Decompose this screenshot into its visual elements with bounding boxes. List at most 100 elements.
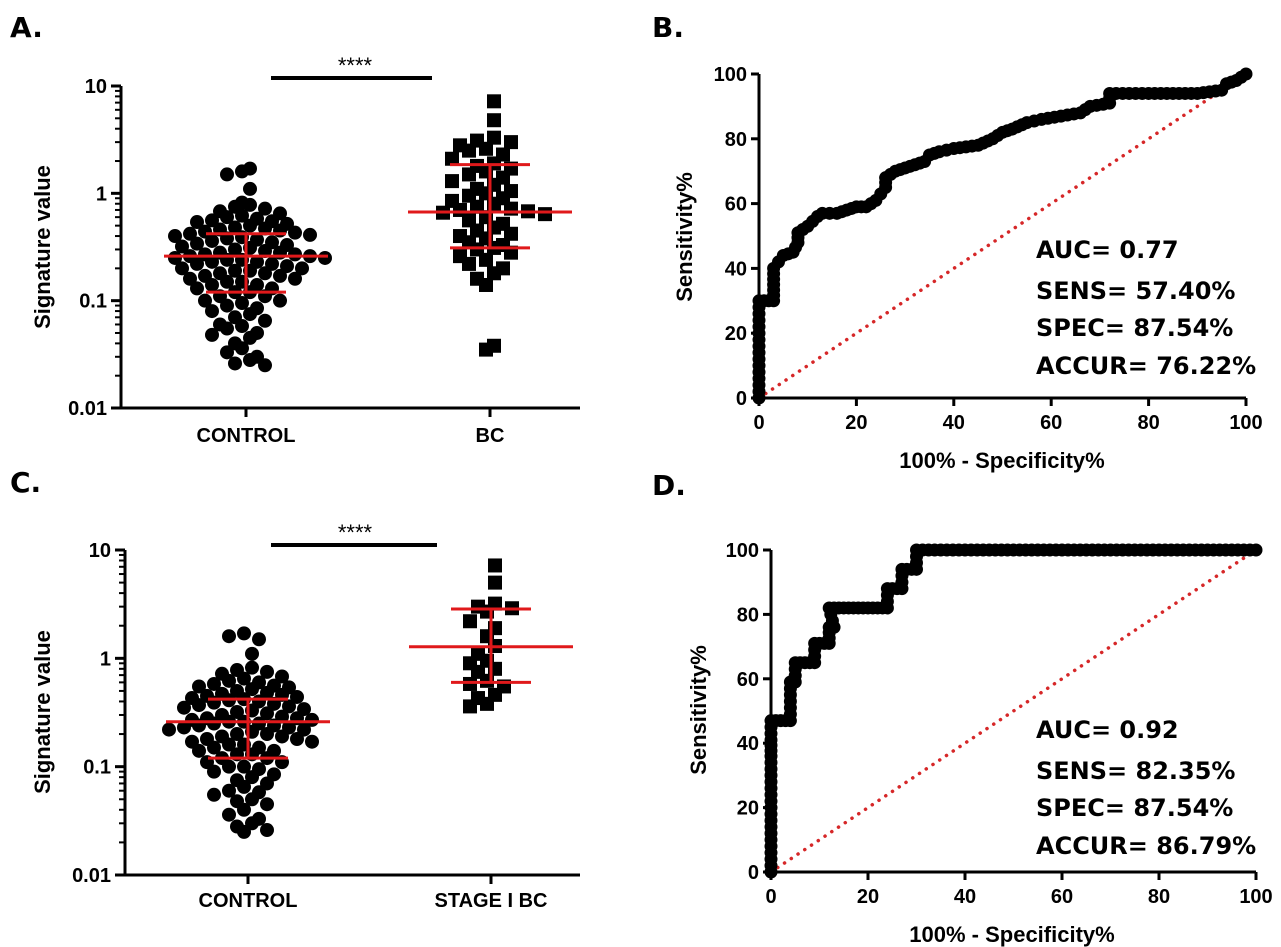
panel-a-point-control: [235, 208, 249, 223]
panel-a-plot: 0.01 0.1 1 10: [68, 76, 580, 420]
panel-c-ytick-label: 10: [89, 540, 111, 562]
panel-a-point-control: [228, 242, 242, 257]
panel-c-point-control: [260, 797, 274, 812]
panel-a-point-control: [190, 256, 204, 271]
panel-a-point-control: [273, 268, 287, 283]
panel-c-ytick-label: 0.1: [83, 757, 111, 779]
panel-b-plot: 0 20 40 60 80 100 0 20 40 60 80 100: [714, 64, 1263, 434]
panel-a-point-control: [205, 327, 219, 342]
panel-a-point-control: [220, 345, 234, 360]
panel-d-xtick-label: 0: [765, 886, 776, 908]
panel-c-point-control: [305, 712, 319, 727]
panel-a-point-control: [258, 221, 272, 236]
panel-c-category-stage-i-bc: STAGE I BC: [435, 890, 548, 912]
panel-a-point-control: [183, 271, 197, 286]
panel-a-point-bc: [487, 266, 501, 281]
panel-a-point-bc: [462, 256, 476, 271]
panel-d-ylabel: Sensitivity%: [686, 645, 711, 775]
panel-a-ytick-label: 10: [85, 76, 107, 98]
panel-a-point-control: [235, 319, 249, 334]
panel-a-point-control: [318, 250, 332, 265]
panel-c-point-control: [230, 704, 244, 719]
panel-c-point-control: [177, 720, 191, 735]
panel-c-plot: 0.01 0.1 1 10: [72, 540, 580, 887]
panel-a-point-bc: [487, 113, 501, 128]
panel-d-xtick-label: 80: [1148, 886, 1170, 908]
panel-c-point-control: [237, 824, 251, 839]
panel-a-point-bc: [479, 252, 493, 267]
panel-c-point-control: [282, 699, 296, 714]
panel-c-point-stage-i-bc: [463, 614, 477, 629]
panel-c-point-control: [207, 676, 221, 691]
panel-b-xtick-label: 80: [1137, 412, 1159, 434]
panel-d-plot: 0 20 40 60 80 100 0 20 40 60 80 100: [726, 540, 1273, 908]
panel-c-point-control: [305, 734, 319, 749]
panel-b-xtick-label: 0: [753, 412, 764, 434]
panel-a-point-control: [258, 266, 272, 281]
panel-a-point-control: [220, 274, 234, 289]
panel-d: D. 0 20 40 60 80 100 0 20 40 60 80 100 Sensitivity%…: [652, 469, 1273, 947]
panel-d-spec: SPEC= 87.54%: [1036, 794, 1233, 822]
panel-a-point-control: [175, 261, 189, 276]
panel-c-point-control: [245, 646, 259, 661]
panel-a-point-control: [205, 277, 219, 292]
panel-b-ytick-label: 60: [725, 194, 747, 216]
panel-c-point-control: [252, 632, 266, 647]
panel-c-point-control: [245, 792, 259, 807]
panel-a-point-control: [175, 239, 189, 254]
panel-d-sens: SENS= 82.35%: [1036, 757, 1235, 785]
panel-a-point-control: [243, 353, 257, 368]
panel-c-point-control: [222, 807, 236, 822]
panel-b: B. 0 20 40 60 80 100 0 20 40 60 80 100 Sensitivity%…: [652, 11, 1263, 473]
panel-a-category-bc: BC: [476, 425, 505, 447]
panel-a-label: A.: [10, 11, 43, 44]
panel-c-point-control: [245, 770, 259, 785]
panel-a-point-bc: [479, 342, 493, 357]
panel-c-point-control: [192, 679, 206, 694]
panel-a-point-bc: [504, 201, 518, 216]
panel-a-point-bc: [487, 94, 501, 109]
panel-c-label: C.: [10, 466, 41, 499]
panel-a-point-control: [190, 236, 204, 251]
panel-b-ytick-label: 100: [714, 64, 747, 86]
panel-c-point-control: [222, 783, 236, 798]
panel-a-point-control: [258, 313, 272, 328]
panel-a-point-control: [235, 296, 249, 311]
panel-a-point-control: [303, 227, 317, 242]
panel-a-point-control: [243, 307, 257, 322]
panel-b-xtick-label: 40: [943, 412, 965, 434]
panel-a-point-bc: [487, 130, 501, 145]
panel-c-point-control: [260, 823, 274, 838]
panel-a-point-bc: [504, 226, 518, 241]
panel-c-point-control: [260, 664, 274, 679]
panel-a-point-bc: [462, 167, 476, 182]
panel-b-auc: AUC= 0.77: [1036, 236, 1179, 264]
panel-c-point-control: [237, 802, 251, 817]
panel-a-point-control: [288, 225, 302, 240]
panel-d-ytick-label: 60: [737, 669, 759, 691]
panel-a-point-control: [288, 271, 302, 286]
panel-a: A. 0.01 0.1 1 10 Signature value CONTROL BC…: [10, 11, 580, 447]
panel-c-point-control: [237, 779, 251, 794]
panel-b-reference-line: [757, 72, 1248, 400]
panel-a-point-control: [205, 254, 219, 269]
panel-b-label: B.: [652, 11, 684, 44]
panel-a-point-control: [258, 201, 272, 216]
panel-a-point-control: [280, 259, 294, 274]
panel-d-ytick-label: 40: [737, 733, 759, 755]
panel-a-point-control: [288, 247, 302, 262]
panel-a-point-control: [243, 330, 257, 345]
panel-d-reference-line: [769, 548, 1258, 874]
panel-d-accur: ACCUR= 86.79%: [1036, 832, 1256, 860]
panel-b-xtick-label: 60: [1040, 412, 1062, 434]
panel-c: C. 0.01 0.1 1 10 Signature value CONTROL ST…: [10, 466, 580, 912]
panel-c-point-control: [222, 629, 236, 644]
panel-a-point-control: [205, 213, 219, 228]
panel-b-spec: SPEC= 87.54%: [1036, 314, 1233, 342]
panel-c-point-control: [177, 700, 191, 715]
panel-c-point-control: [260, 727, 274, 742]
panel-b-roc-point: [1239, 67, 1253, 81]
panel-b-xtick-label: 100: [1229, 412, 1262, 434]
panel-a-point-control: [295, 261, 309, 276]
panel-a-point-control: [190, 281, 204, 296]
